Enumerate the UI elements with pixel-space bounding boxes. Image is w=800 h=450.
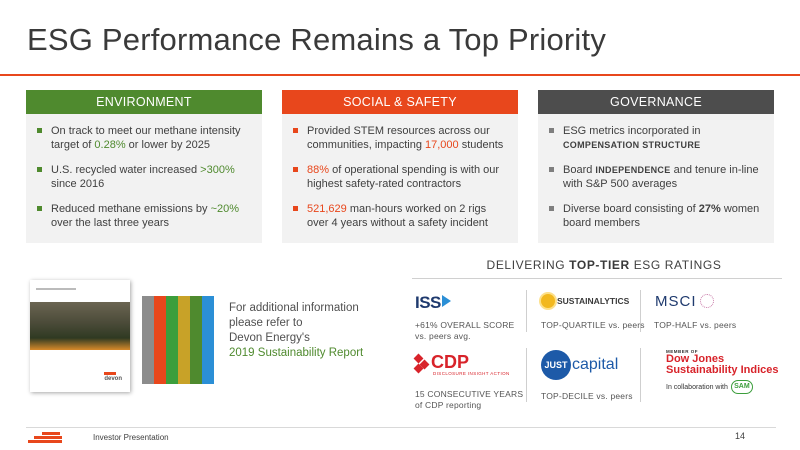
square-bullet-icon xyxy=(549,167,554,172)
social-safety-header: SOCIAL & SAFETY xyxy=(282,90,518,114)
square-bullet-icon xyxy=(37,128,42,133)
sustainalytics-rating: TOP-QUARTILE vs. peers xyxy=(541,320,645,330)
devon-logo-icon: devon xyxy=(104,372,122,382)
sustainalytics-logo-icon: SUSTAINALYTICS xyxy=(541,294,629,308)
sustainability-report-image: devon xyxy=(30,280,215,395)
list-item: ESG metrics incorporated in COMPENSATION… xyxy=(549,124,764,152)
social-safety-panel: SOCIAL & SAFETY Provided STEM resources … xyxy=(282,90,518,243)
column-divider xyxy=(640,290,641,332)
governance-panel: GOVERNANCE ESG metrics incorporated in C… xyxy=(538,90,774,243)
list-item: Provided STEM resources across our commu… xyxy=(293,124,508,152)
sustainability-report-link[interactable]: 2019 Sustainability Report xyxy=(229,347,364,359)
title-divider xyxy=(0,74,800,76)
just-capital-logo-icon: JUST capital xyxy=(541,350,618,380)
square-bullet-icon xyxy=(293,167,298,172)
list-item: Diverse board consisting of 27% women bo… xyxy=(549,202,764,230)
square-bullet-icon xyxy=(37,167,42,172)
iss-rating: +61% OVERALL SCORE vs. peers avg. xyxy=(415,320,515,341)
column-divider xyxy=(526,290,527,332)
cdp-logo-icon: CDP DISCLOSURE INSIGHT ACTION xyxy=(413,352,510,376)
environment-panel: ENVIRONMENT On track to meet our methane… xyxy=(26,90,262,243)
sam-logo-icon: SAM xyxy=(730,380,753,394)
square-bullet-icon xyxy=(37,206,42,211)
report-tab xyxy=(142,296,154,384)
report-cover: devon xyxy=(30,280,130,392)
report-reference: For additional information please refer … xyxy=(229,302,364,359)
msci-logo-icon: MSCI xyxy=(655,293,714,310)
list-item: Reduced methane emissions by ~20% over t… xyxy=(37,202,252,230)
column-divider xyxy=(640,348,641,402)
page-number: 14 xyxy=(734,431,745,441)
list-item: On track to meet our methane intensity t… xyxy=(37,124,252,152)
report-tab xyxy=(178,296,190,384)
iss-logo-icon: ISS xyxy=(415,293,451,313)
slide-title: ESG Performance Remains a Top Priority xyxy=(27,22,607,57)
ratings-title: DELIVERING TOP-TIER ESG RATINGS xyxy=(486,258,722,272)
governance-header: GOVERNANCE xyxy=(538,90,774,114)
square-bullet-icon xyxy=(293,128,298,133)
just-capital-rating: TOP-DECILE vs. peers xyxy=(541,391,633,401)
report-tab xyxy=(202,296,214,384)
footer-divider xyxy=(26,427,776,428)
environment-header: ENVIRONMENT xyxy=(26,90,262,114)
square-bullet-icon xyxy=(549,128,554,133)
square-bullet-icon xyxy=(293,206,298,211)
devon-footer-logo-icon xyxy=(28,431,64,443)
list-item: 521,629 man-hours worked on 2 rigs over … xyxy=(293,202,508,230)
cover-photo xyxy=(30,302,130,350)
governance-list: ESG metrics incorporated in COMPENSATION… xyxy=(538,114,774,230)
footer-label: Investor Presentation xyxy=(93,433,169,442)
report-tab xyxy=(190,296,202,384)
environment-list: On track to meet our methane intensity t… xyxy=(26,114,262,230)
report-tab xyxy=(154,296,166,384)
msci-rating: TOP-HALF vs. peers xyxy=(654,320,737,330)
social-safety-list: Provided STEM resources across our commu… xyxy=(282,114,518,230)
djsi-logo-icon: MEMBER OF Dow Jones Sustainability Indic… xyxy=(666,349,778,394)
list-item: 88% of operational spending is with our … xyxy=(293,163,508,191)
ratings-divider xyxy=(412,278,782,279)
cdp-rating: 15 CONSECUTIVE YEARS of CDP reporting xyxy=(415,389,524,410)
cover-title-line xyxy=(36,288,76,290)
column-divider xyxy=(526,348,527,402)
square-bullet-icon xyxy=(549,206,554,211)
report-tab xyxy=(166,296,178,384)
list-item: Board INDEPENDENCE and tenure in-line wi… xyxy=(549,163,764,191)
list-item: U.S. recycled water increased >300% sinc… xyxy=(37,163,252,191)
